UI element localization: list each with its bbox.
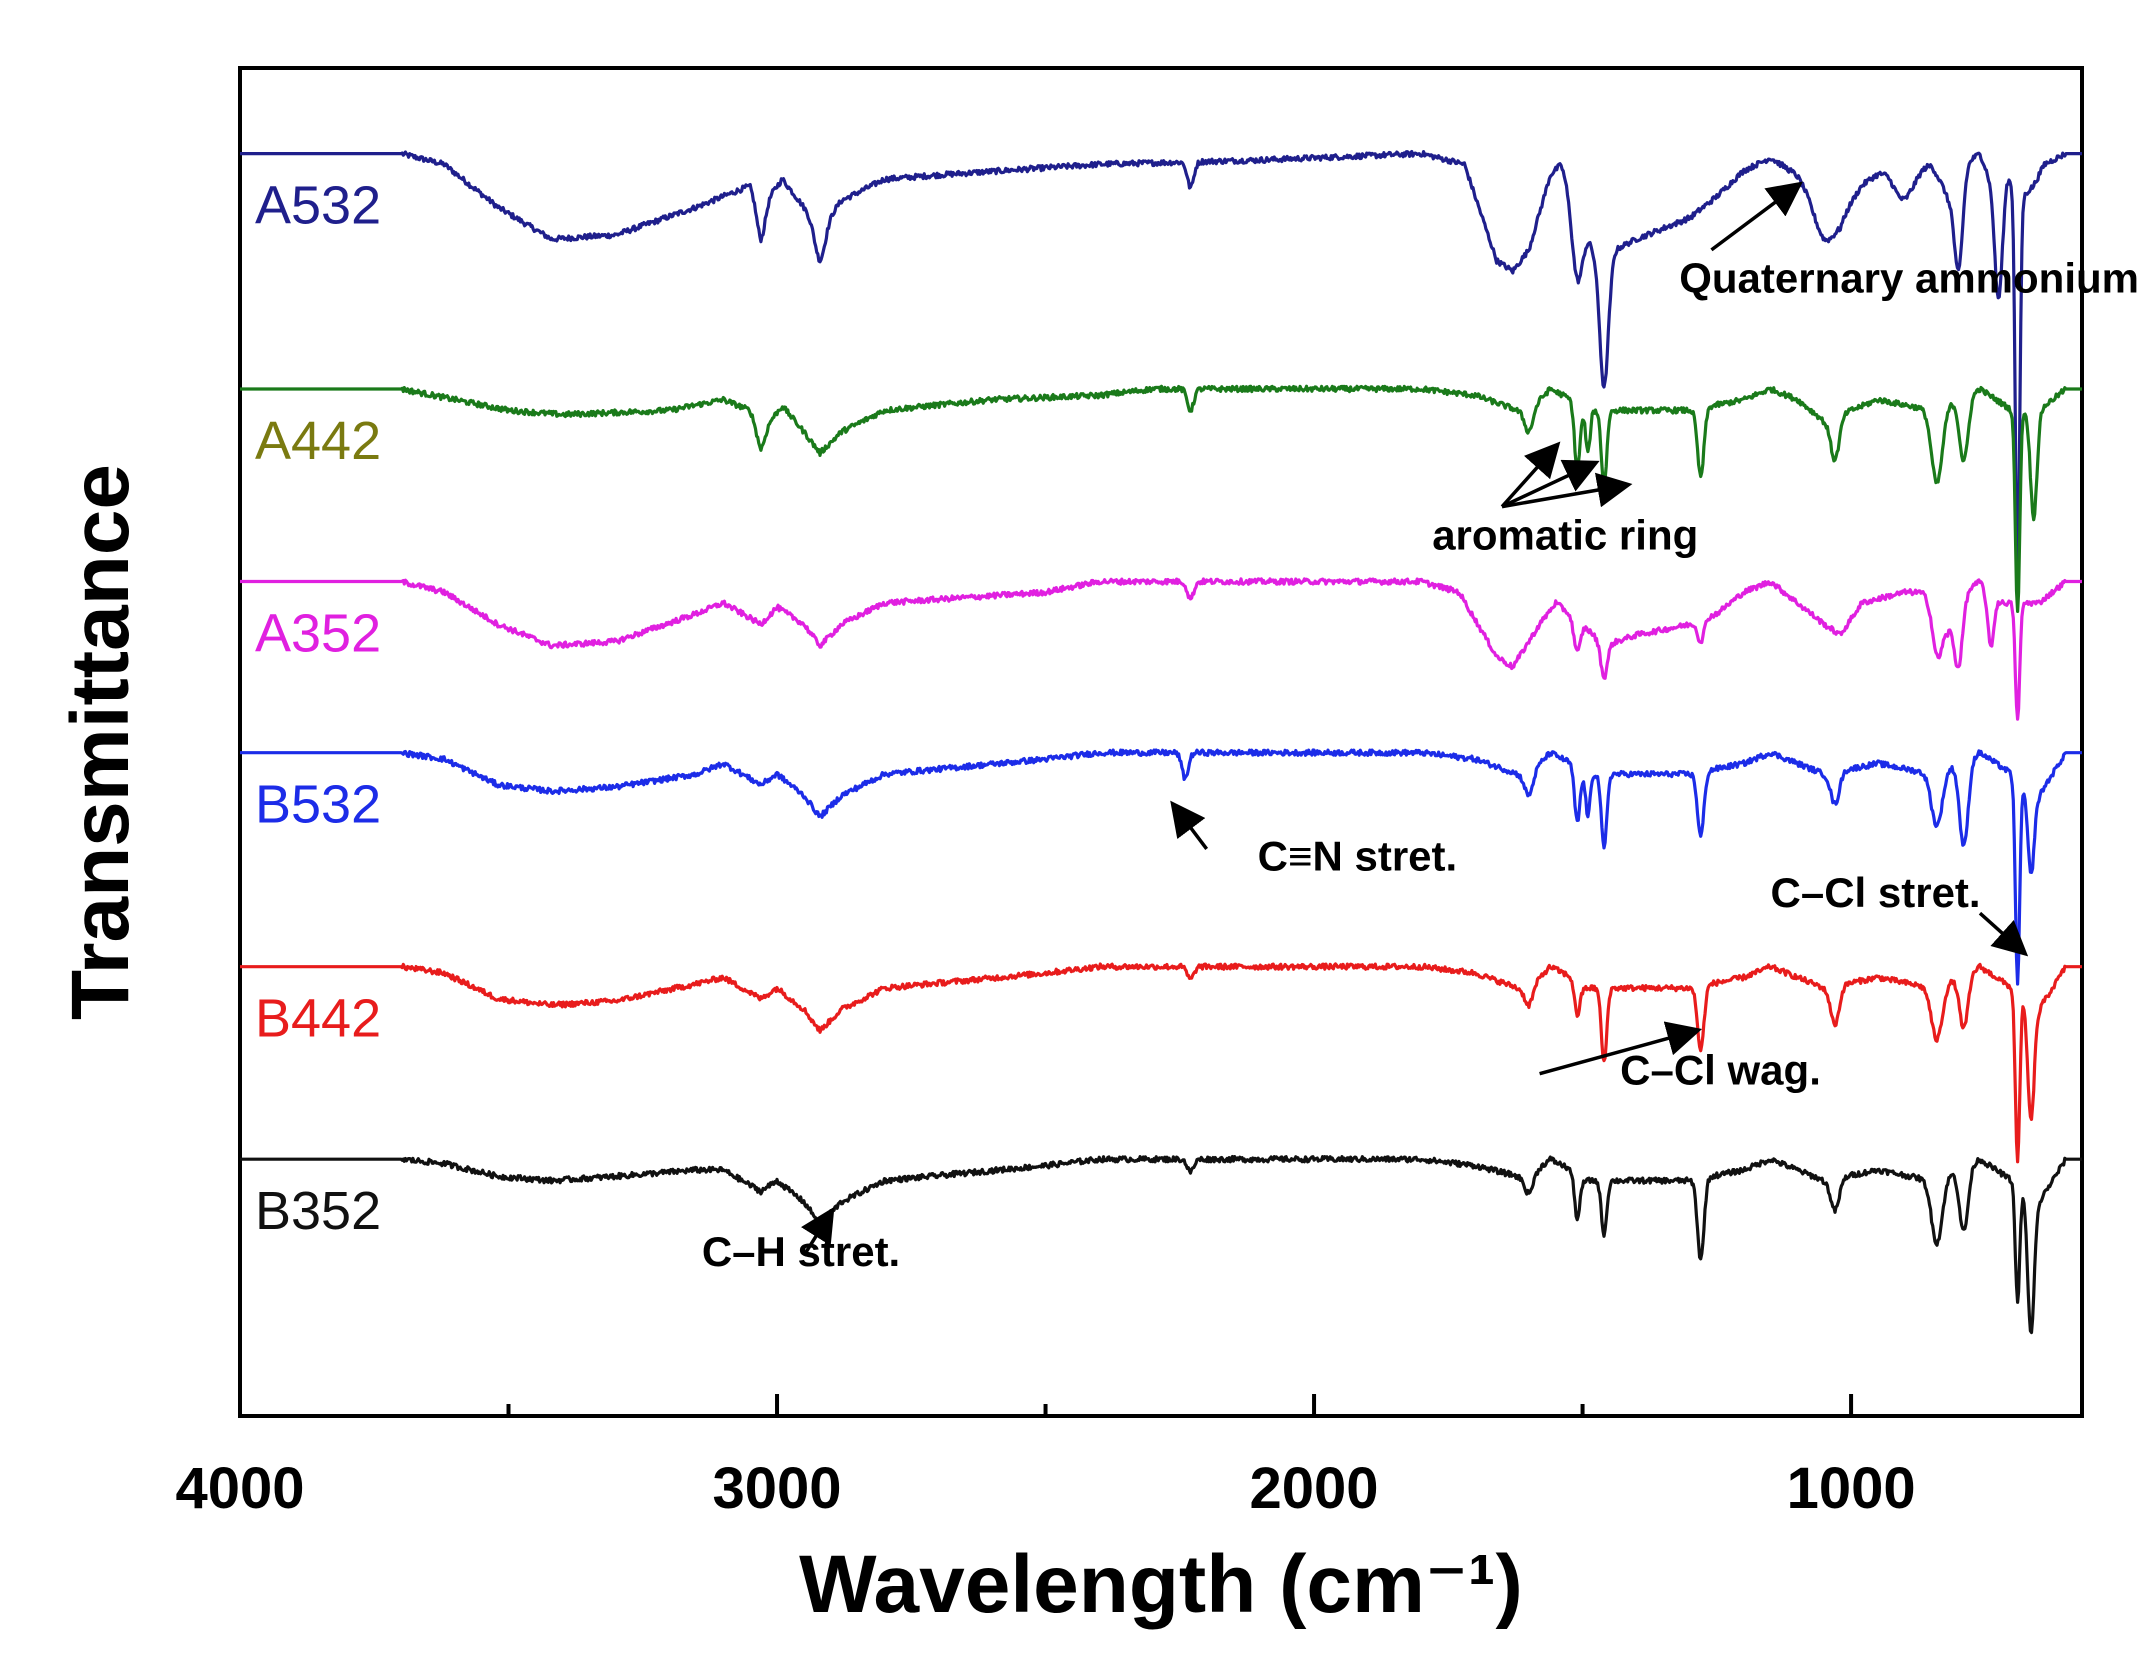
- x-tick-label: 3000: [713, 1456, 842, 1521]
- series-line-b532: [239, 748, 2083, 986]
- x-axis-title: Wavelength (cm⁻¹): [799, 1539, 1523, 1630]
- series-line-a442: [239, 384, 2083, 613]
- x-tick-label: 1000: [1787, 1456, 1916, 1521]
- series-line-a532: [239, 150, 2083, 585]
- series-label: B532: [255, 775, 381, 835]
- annotation-label: C–H stret.: [702, 1228, 900, 1275]
- y-axis-title: Transmittance: [55, 464, 146, 1020]
- series-label: B352: [255, 1181, 381, 1241]
- series-label: A442: [255, 411, 381, 471]
- series-line-b352: [239, 1155, 2083, 1335]
- annotation-label: C≡N stret.: [1258, 832, 1458, 879]
- series-labels: A532 A442 A352 B532 B442 B352: [255, 176, 381, 1242]
- series-label: A352: [255, 604, 381, 664]
- annotation-arrow: [1500, 441, 1561, 508]
- annotation-arrow: [1710, 181, 1803, 252]
- annotation-arrow: [801, 1206, 835, 1257]
- series-label: A532: [255, 176, 381, 236]
- series-line-a352: [239, 577, 2083, 721]
- annotation-arrow: [1501, 459, 1600, 509]
- annotation-label: aromatic ring: [1432, 511, 1698, 558]
- plot-frame: [238, 66, 2084, 1418]
- annotation-arrow: [1501, 472, 1633, 509]
- annotations: Quaternary ammonium bend. aromatic ring C≡…: [702, 255, 2138, 1276]
- annotation-arrow: [1539, 1021, 1703, 1076]
- annotation-label: C–Cl stret.: [1771, 869, 1981, 916]
- annotation-label: C–Cl wag.: [1620, 1046, 1821, 1093]
- series-label: B442: [255, 989, 381, 1049]
- annotation-label: Quaternary ammonium bend.: [1679, 255, 2138, 302]
- spectra: [239, 150, 2083, 1335]
- annotation-arrow: [1978, 911, 2029, 957]
- x-ticks: 4000 3000 2000 1000: [175, 1394, 1916, 1521]
- series-line-b442: [239, 962, 2083, 1164]
- x-tick-label: 4000: [175, 1456, 304, 1521]
- x-tick-label: 2000: [1250, 1456, 1379, 1521]
- annotation-arrows: [801, 181, 2029, 1257]
- annotation-arrow: [1170, 800, 1209, 851]
